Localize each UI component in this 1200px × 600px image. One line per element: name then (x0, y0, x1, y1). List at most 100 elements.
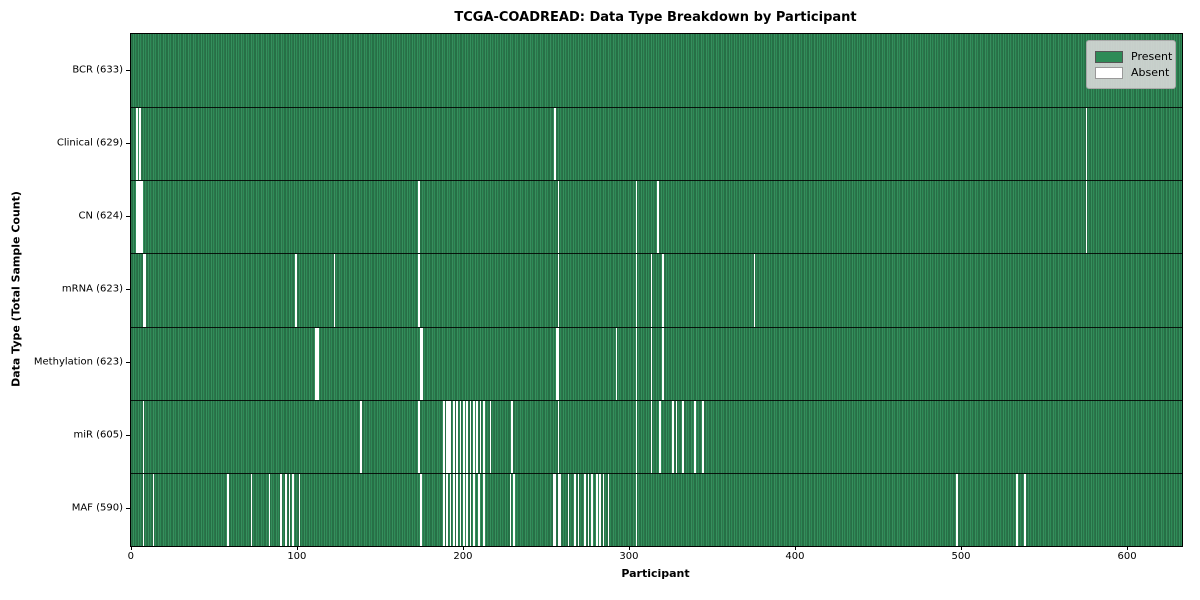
absent-mark (469, 400, 472, 473)
heatmap-row-MAF (131, 472, 1182, 546)
absent-mark (482, 400, 485, 473)
absent-mark (419, 473, 422, 546)
heatmap-row-BCR (131, 34, 1182, 108)
absent-mark (140, 181, 143, 254)
absent-mark (662, 254, 664, 327)
absent-mark (316, 327, 319, 400)
absent-mark (453, 400, 455, 473)
absent-mark (142, 400, 145, 473)
absent-mark (463, 473, 465, 546)
absent-mark (466, 400, 469, 473)
absent-mark (135, 108, 138, 181)
absent-mark (602, 473, 605, 546)
absent-mark (139, 181, 141, 254)
absent-mark (479, 400, 482, 473)
absent-mark (446, 400, 449, 473)
absent-mark (753, 254, 756, 327)
x-tick-mark (462, 546, 464, 550)
absent-mark (456, 473, 459, 546)
y-tick-mark (126, 289, 130, 290)
y-tick-mark (126, 215, 130, 217)
absent-mark (449, 473, 452, 546)
absent-mark (482, 473, 485, 546)
absent-mark (469, 473, 472, 546)
absent-mark (657, 181, 659, 254)
x-tick-label-200: 200 (453, 551, 473, 562)
absent-mark (418, 254, 420, 327)
absent-mark (557, 473, 560, 546)
absent-mark (599, 473, 601, 546)
absent-mark (635, 473, 638, 546)
x-tick-mark (794, 546, 796, 550)
legend-label: Present (1131, 50, 1173, 63)
absent-mark (584, 473, 586, 546)
y-tick-label-mRNA: mRNA (623) (61, 283, 123, 295)
absent-mark (607, 473, 610, 546)
absent-mark (554, 108, 557, 181)
absent-mark (144, 254, 146, 327)
x-tick-label-300: 300 (619, 551, 639, 562)
absent-mark (590, 473, 593, 546)
y-tick-mark (126, 362, 130, 364)
absent-mark (577, 473, 580, 546)
absent-mark (446, 473, 449, 546)
absent-mark (635, 327, 638, 400)
absent-mark (650, 327, 653, 400)
y-tick-label-Methylation: Methylation (623) (33, 356, 123, 368)
absent-mark (421, 327, 424, 400)
absent-mark (443, 473, 445, 546)
x-tick-label-100: 100 (287, 551, 307, 562)
x-tick-mark (628, 546, 630, 550)
absent-mark (333, 254, 336, 327)
absent-mark (693, 400, 696, 473)
absent-mark (478, 473, 480, 546)
y-axis-label: Data Type (Total Sample Count) (9, 191, 23, 387)
absent-mark (552, 473, 555, 546)
y-tick-mark (126, 142, 130, 144)
absent-mark (268, 473, 271, 546)
absent-mark (152, 473, 155, 546)
absent-mark (1015, 473, 1018, 546)
absent-mark (557, 254, 560, 327)
absent-mark (463, 400, 465, 473)
y-tick-label-MAF: MAF (590) (71, 502, 123, 514)
absent-mark (682, 400, 684, 473)
absent-mark (142, 254, 145, 327)
absent-mark (1024, 473, 1026, 546)
x-tick-label-500: 500 (951, 551, 971, 562)
absent-mark (453, 473, 455, 546)
absent-mark (473, 473, 475, 546)
absent-mark (1085, 108, 1088, 181)
absent-mark (280, 473, 283, 546)
legend-item-present: Present (1095, 50, 1172, 63)
absent-mark (315, 327, 317, 400)
chart-title: TCGA-COADREAD: Data Type Breakdown by Pa… (454, 10, 857, 25)
absent-mark (658, 400, 661, 473)
x-tick-mark (130, 546, 132, 550)
absent-mark (662, 327, 664, 400)
absent-mark (956, 473, 958, 546)
absent-mark (466, 473, 469, 546)
absent-mark (443, 400, 445, 473)
absent-mark (509, 473, 512, 546)
y-tick-mark (126, 69, 130, 71)
absent-mark (135, 181, 138, 254)
y-tick-label-Clinical: Clinical (629) (56, 137, 123, 149)
y-tick-label-CN: CN (624) (78, 210, 123, 222)
absent-mark (567, 473, 570, 546)
absent-mark (650, 254, 653, 327)
absent-mark (298, 473, 301, 546)
absent-mark (557, 400, 560, 473)
y-tick-label-miR: miR (605) (73, 429, 123, 441)
legend-item-absent: Absent (1095, 66, 1169, 79)
heatmap-row-mRNA (131, 253, 1182, 327)
absent-mark (635, 254, 638, 327)
absent-mark (635, 181, 638, 254)
legend-swatch-absent (1095, 66, 1123, 79)
absent-mark (489, 400, 492, 473)
x-axis-label: Participant (621, 567, 690, 580)
absent-mark (587, 473, 590, 546)
absent-mark (459, 473, 462, 546)
heatmap-row-miR (131, 399, 1182, 473)
